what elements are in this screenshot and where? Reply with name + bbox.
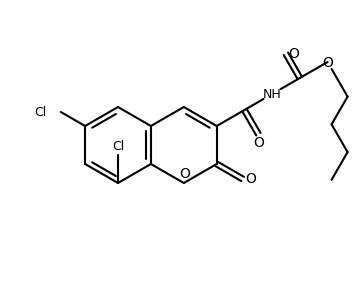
Text: NH: NH: [263, 88, 282, 100]
Text: O: O: [245, 172, 256, 186]
Text: Cl: Cl: [112, 140, 124, 152]
Text: O: O: [289, 47, 299, 61]
Text: O: O: [179, 167, 190, 181]
Text: Cl: Cl: [34, 105, 47, 119]
Text: O: O: [253, 136, 264, 150]
Text: O: O: [322, 56, 333, 70]
